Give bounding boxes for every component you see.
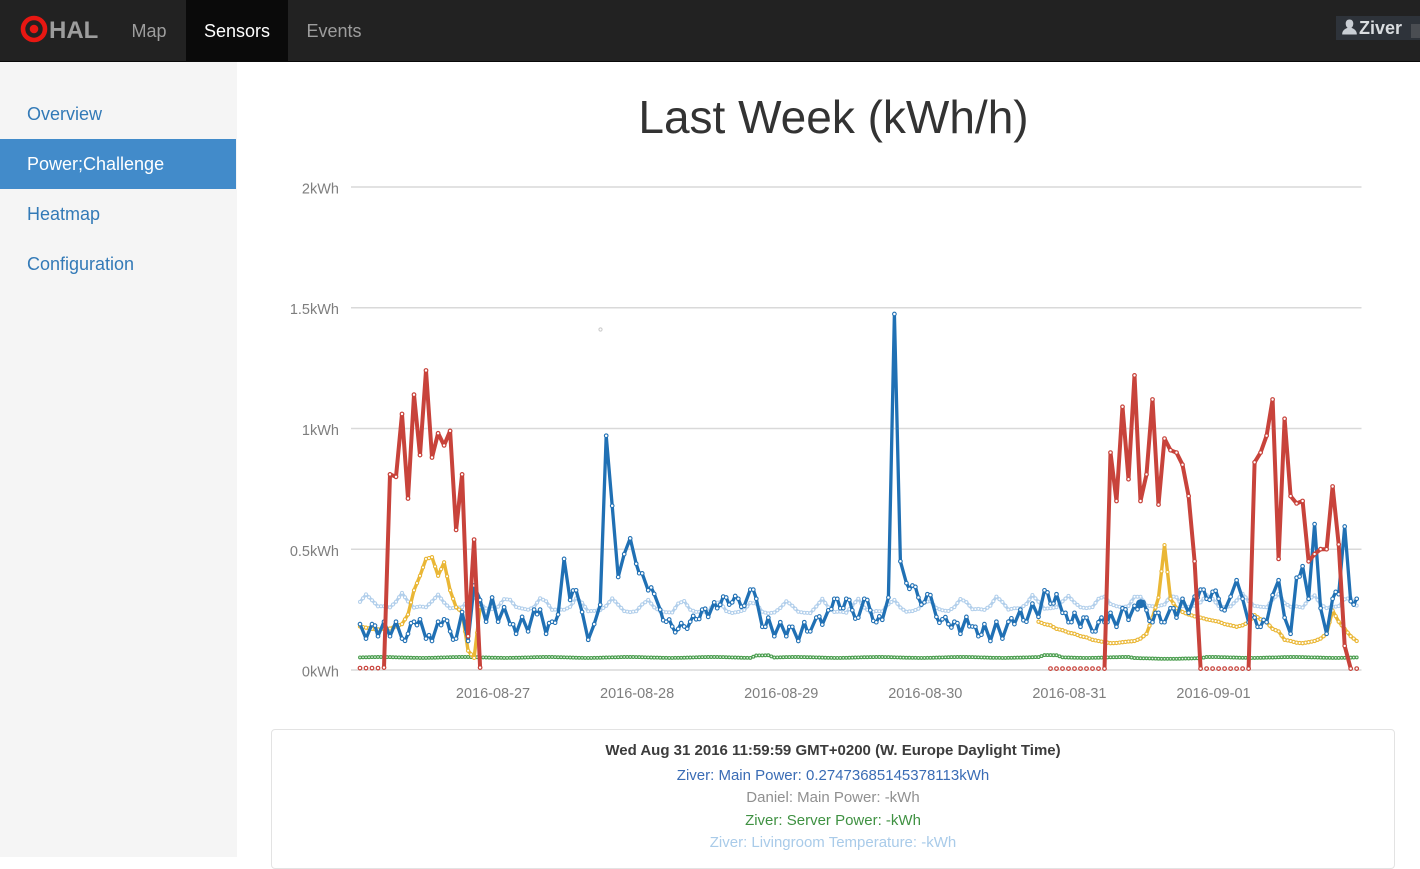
svg-text:2kWh: 2kWh (302, 182, 339, 198)
svg-text:2016-08-29: 2016-08-29 (744, 686, 818, 702)
svg-text:1kWh: 1kWh (302, 423, 339, 439)
svg-text:2016-09-01: 2016-09-01 (1176, 686, 1250, 702)
svg-text:0kWh: 0kWh (302, 665, 339, 681)
svg-text:0.5kWh: 0.5kWh (290, 544, 339, 560)
svg-text:2016-08-28: 2016-08-28 (600, 686, 674, 702)
svg-text:2016-08-30: 2016-08-30 (888, 686, 962, 702)
svg-text:1.5kWh: 1.5kWh (290, 302, 339, 318)
svg-text:2016-08-27: 2016-08-27 (456, 686, 530, 702)
svg-text:2016-08-31: 2016-08-31 (1032, 686, 1106, 702)
